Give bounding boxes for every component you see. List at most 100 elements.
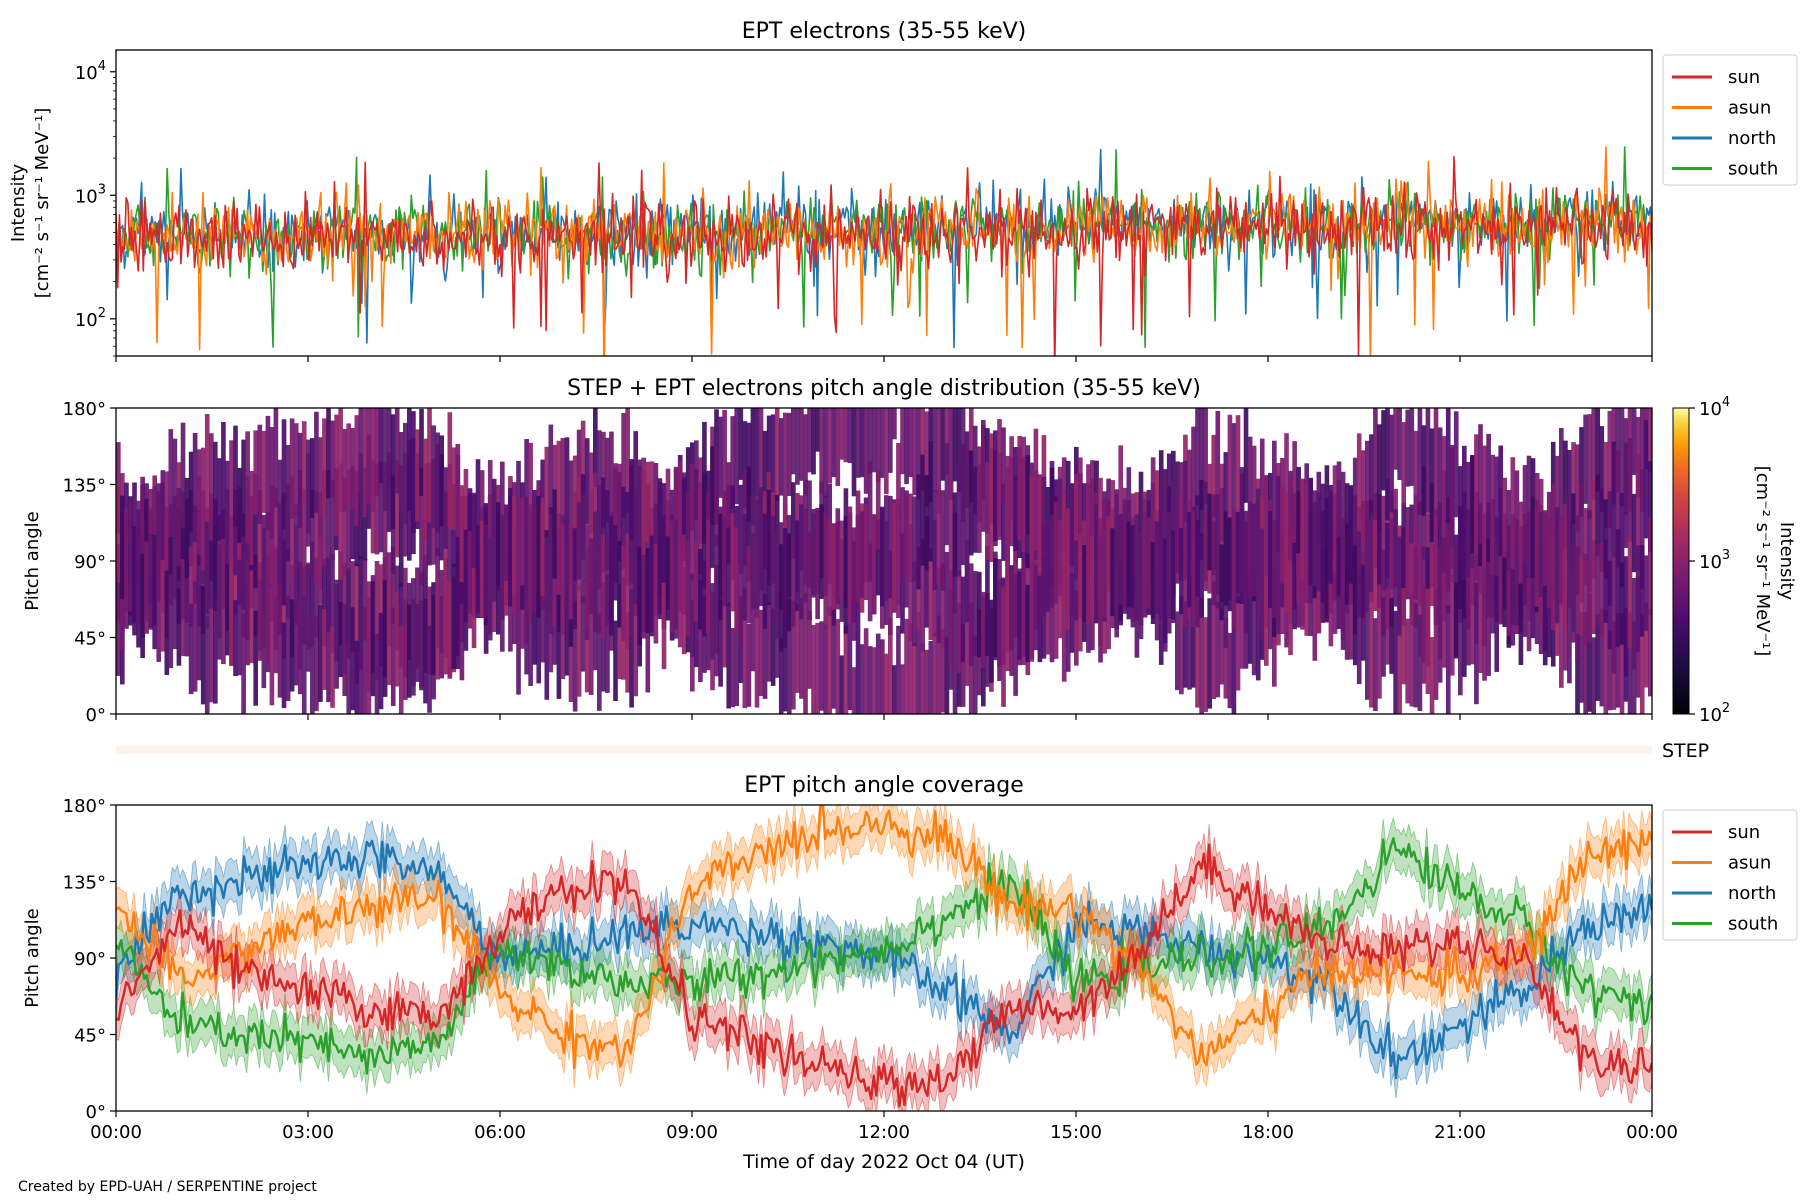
heat-cell	[548, 514, 554, 635]
heat-cell	[1239, 472, 1245, 593]
heat-cell	[1526, 537, 1532, 652]
heat-cell	[1069, 492, 1075, 615]
heat-cell	[116, 543, 121, 624]
heat-cell	[867, 461, 873, 582]
heat-cell	[1449, 574, 1455, 676]
heat-cell	[819, 504, 824, 599]
heat-cell	[172, 438, 178, 552]
heat-cell	[851, 667, 857, 714]
heat-cell	[900, 408, 905, 475]
heat-cell	[892, 665, 897, 714]
heat-cell	[1045, 527, 1051, 612]
heat-cell	[249, 570, 255, 664]
heat-cell	[1106, 515, 1111, 592]
heat-cell	[342, 603, 348, 696]
heat-cell	[1490, 543, 1495, 634]
heat-cell	[1643, 555, 1649, 631]
heat-cell	[629, 540, 634, 637]
heat-cell	[1627, 438, 1633, 542]
heat-cell	[1470, 455, 1475, 554]
heat-cell	[791, 482, 796, 560]
heat-cell	[1231, 508, 1237, 629]
heat-cell	[390, 607, 396, 707]
heat-cell	[342, 429, 348, 512]
heat-cell	[386, 408, 392, 489]
heat-cell	[851, 408, 857, 497]
heat-cell	[795, 408, 800, 485]
heat-cell	[629, 465, 634, 584]
heat-cell	[455, 444, 461, 549]
heat-cell	[750, 594, 756, 672]
heat-cell	[722, 516, 727, 607]
heat-cell	[1429, 637, 1435, 714]
heat-cell	[1619, 562, 1625, 645]
heat-cell	[1474, 582, 1479, 705]
heat-cell	[1579, 556, 1584, 636]
heat-cell	[1183, 526, 1188, 627]
legend-label-north: north	[1728, 128, 1776, 149]
heat-cell	[960, 443, 966, 566]
heat-cell	[968, 563, 974, 667]
heat-cell	[1498, 539, 1504, 625]
heat-cell	[580, 596, 586, 672]
heat-cell	[956, 464, 962, 577]
heat-cell	[1053, 580, 1059, 659]
heat-cell	[1623, 442, 1629, 548]
heat-cell	[1191, 426, 1196, 540]
heat-cell	[1175, 611, 1180, 691]
heat-cell	[1591, 481, 1597, 579]
heat-cell	[196, 449, 202, 555]
heat-cell	[1365, 440, 1370, 538]
heat-cell	[423, 599, 428, 704]
heat-cell	[322, 609, 327, 690]
heat-cell	[277, 459, 283, 537]
heat-cell	[1187, 512, 1192, 608]
heat-cell	[625, 408, 630, 513]
heat-cell	[168, 504, 174, 605]
y-tick-label: 90°	[74, 552, 106, 573]
heat-cell	[1001, 483, 1006, 561]
heat-cell	[1478, 507, 1483, 591]
heat-cell	[1312, 502, 1318, 586]
heat-cell	[778, 544, 784, 652]
heat-cell	[1134, 514, 1140, 609]
heat-cell	[621, 545, 626, 642]
heat-cell	[665, 536, 671, 621]
heat-cell	[358, 408, 364, 493]
heat-cell	[1304, 481, 1310, 603]
heat-cell	[257, 489, 263, 612]
heat-cell	[1595, 614, 1601, 701]
panel-intensity: EPT electrons (35-55 keV) 102 103 104 Inte…	[8, 19, 1798, 362]
x-axis-label: Time of day 2022 Oct 04 (UT)	[742, 1151, 1025, 1173]
heat-cell	[524, 496, 529, 598]
heat-cell	[1433, 508, 1439, 616]
heat-cell	[556, 594, 562, 699]
heat-cell	[1462, 445, 1467, 540]
heat-cell	[1365, 579, 1370, 700]
heat-cell	[1094, 504, 1099, 620]
heat-cell	[301, 421, 307, 505]
heat-cell	[1179, 528, 1184, 614]
heat-cell	[843, 408, 849, 463]
heat-cell	[847, 613, 853, 710]
heat-cell	[386, 581, 392, 686]
heat-cell	[843, 516, 849, 634]
panel4-title: EPT pitch angle coverage	[744, 773, 1024, 798]
heat-cell	[1615, 613, 1621, 708]
heat-cell	[1118, 514, 1124, 605]
heat-cell	[310, 490, 315, 576]
heat-cell	[750, 533, 756, 610]
heat-cell	[1550, 483, 1556, 600]
heat-cell	[1033, 550, 1039, 630]
heat-cell	[718, 513, 723, 620]
heat-cell	[1429, 428, 1435, 543]
heat-cell	[354, 415, 360, 527]
heat-cell	[1276, 475, 1281, 552]
heat-cell	[544, 446, 550, 538]
step-strip	[116, 746, 1652, 754]
heat-cell	[350, 561, 356, 653]
heat-cell	[1486, 433, 1491, 539]
heat-cell	[1041, 523, 1047, 618]
heat-cell	[904, 494, 909, 580]
heat-cell	[1361, 450, 1366, 552]
